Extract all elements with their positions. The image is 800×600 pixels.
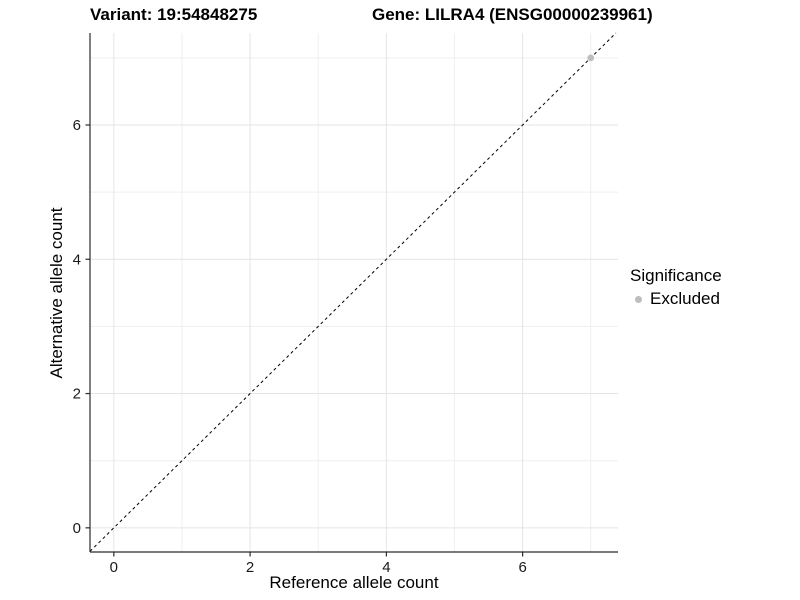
legend: Significance Excluded <box>628 266 722 309</box>
x-tick-label: 2 <box>246 559 254 576</box>
x-tick-label: 0 <box>110 559 118 576</box>
y-tick-label: 2 <box>73 386 81 403</box>
y-tick-label: 6 <box>73 117 81 134</box>
x-axis-title: Reference allele count <box>269 573 439 592</box>
y-tick-label: 4 <box>73 251 81 268</box>
identity-line <box>89 32 617 552</box>
legend-point-icon <box>635 295 642 303</box>
data-point <box>587 54 595 62</box>
legend-title: Significance <box>630 266 722 285</box>
x-tick-label: 6 <box>518 559 526 576</box>
y-axis-title: Alternative allele count <box>47 207 66 379</box>
x-tick-label: 4 <box>382 559 390 576</box>
plot-title-variant: Variant: 19:54848275 <box>90 5 258 24</box>
legend-item-label: Excluded <box>650 289 720 308</box>
plot-title-gene: Gene: LILRA4 (ENSG00000239961) <box>372 5 653 24</box>
y-tick-label: 0 <box>73 520 81 537</box>
legend-item-excluded: Excluded <box>628 289 722 309</box>
